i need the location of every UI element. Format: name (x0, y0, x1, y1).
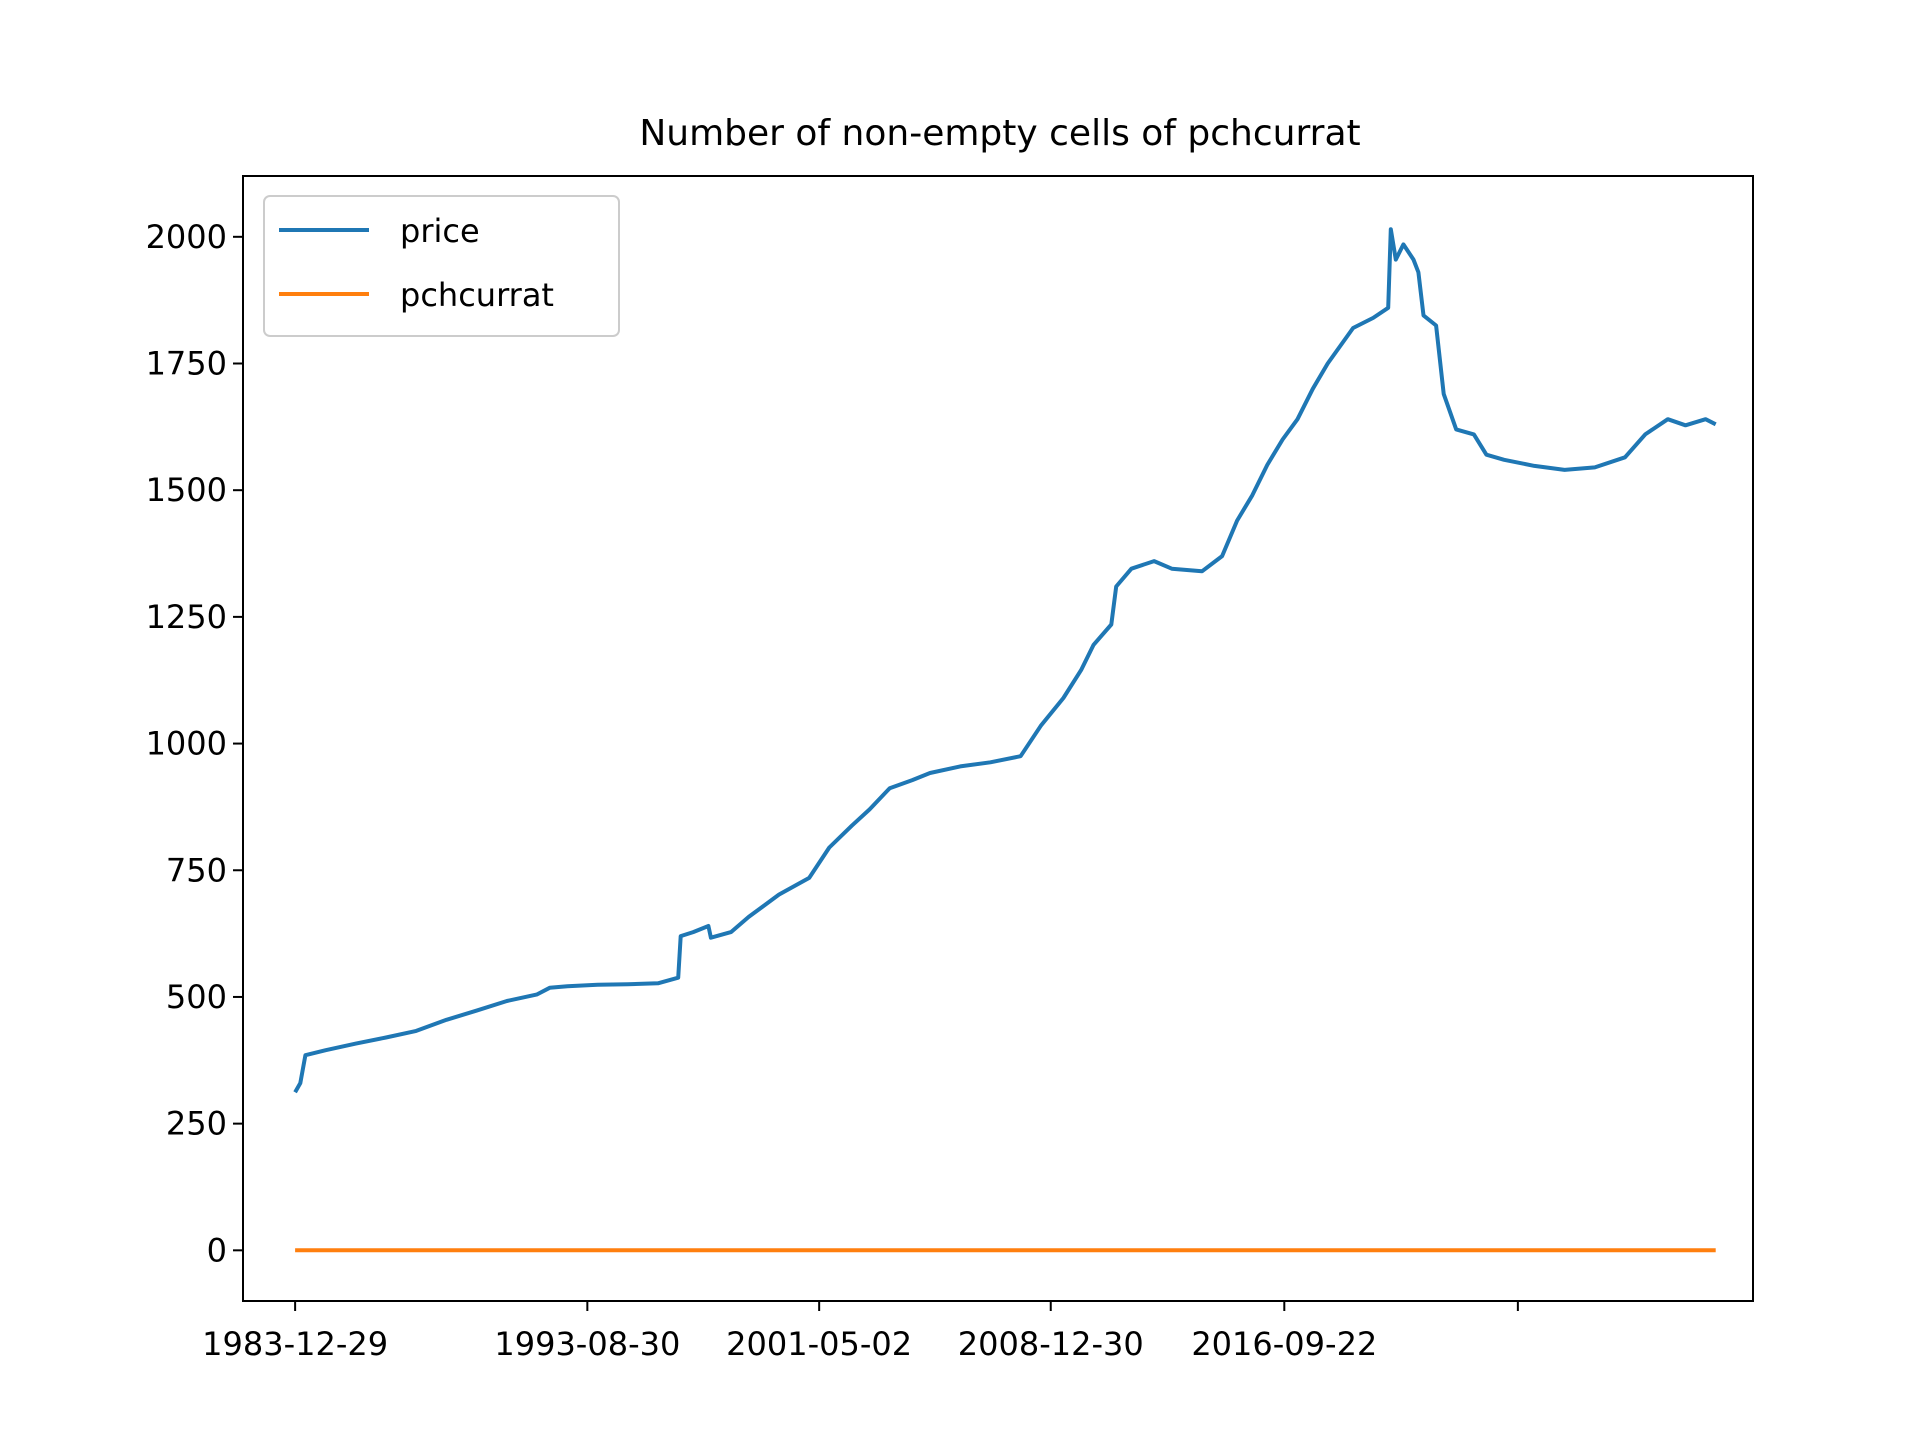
y-tick-label: 0 (207, 1231, 227, 1269)
y-tick-label: 500 (166, 978, 227, 1016)
x-tick-label: 2016-09-22 (1191, 1325, 1377, 1363)
legend-label-pchcurrat: pchcurrat (400, 276, 554, 314)
x-tick-label: 1983-12-29 (202, 1325, 388, 1363)
plot-frame (242, 175, 1754, 1302)
y-tick-label: 250 (166, 1105, 227, 1143)
x-axis: 1983-12-29 1993-08-30 2001-05-02 2008-12-30… (202, 1301, 1519, 1363)
x-tick-label: 2008-12-30 (958, 1325, 1144, 1363)
chart-title: Number of non-empty cells of pchcurrat (639, 113, 1360, 154)
y-tick-label: 1750 (146, 345, 227, 383)
y-tick-label: 1500 (146, 471, 227, 509)
x-tick-label: 2001-05-02 (726, 1325, 912, 1363)
legend-label-price: price (400, 212, 480, 250)
plot-lines (293, 227, 1717, 1253)
y-tick-label: 750 (166, 851, 227, 889)
x-tick-label: 1993-08-30 (494, 1325, 680, 1363)
y-tick-label: 1000 (146, 725, 227, 763)
series-line-price (293, 227, 1717, 1094)
y-tick-label: 2000 (146, 218, 227, 256)
y-axis: 0 250 500 750 1000 1250 1500 1750 2000 (146, 218, 243, 1269)
legend: price pchcurrat (263, 195, 620, 337)
y-tick-label: 1250 (146, 598, 227, 636)
